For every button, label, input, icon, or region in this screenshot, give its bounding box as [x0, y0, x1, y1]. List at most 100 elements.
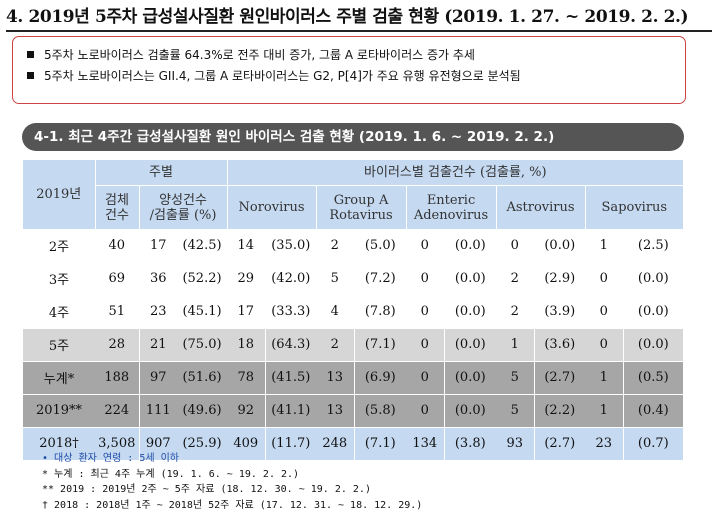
table-cell: 0 — [406, 361, 445, 395]
table-cell: 0 — [406, 229, 445, 263]
table-cell: (0.0) — [443, 328, 497, 362]
table-cell: (49.6) — [177, 394, 228, 428]
row-label: 누계* — [23, 361, 95, 395]
table-cell: (64.3) — [264, 328, 317, 362]
header-positive: 양성건수/검출률 (%) — [138, 185, 228, 229]
summary-text: 5주차 노로바이러스는 GII.4, 그룹 A 로타바이러스는 G2, P[4]… — [44, 69, 521, 83]
header-specimens: 검체 건수 — [94, 185, 139, 229]
table-cell: (41.1) — [264, 394, 317, 428]
square-bullet-icon — [27, 72, 34, 79]
footnotes: • 대상 환자 연령 : 5세 이하 * 누계 : 최근 4주 누계 (19. … — [42, 451, 682, 513]
header-year: 2019년 — [23, 160, 95, 229]
table-cell: 3,508 — [95, 427, 139, 461]
table-cell: 0 — [406, 262, 445, 296]
table-cell: 5 — [316, 262, 355, 296]
table-cell: 0 — [406, 394, 445, 428]
table-cell: (7.1) — [353, 427, 407, 461]
footnote-age: • 대상 환자 연령 : 5세 이하 — [42, 453, 179, 464]
table-cell: (25.9) — [177, 427, 228, 461]
table-cell: 51 — [95, 295, 139, 329]
table-cell: 2 — [496, 262, 535, 296]
table-cell: (0.0) — [443, 295, 497, 329]
table-cell: 134 — [406, 427, 445, 461]
table-cell: 2 — [496, 295, 535, 329]
table-cell: (35.0) — [264, 229, 317, 263]
footnote-cumulative: * 누계 : 최근 4주 누계 (19. 1. 6. ~ 19. 2. 2.) — [42, 468, 300, 480]
row-label: 3주 — [23, 262, 95, 296]
table-cell: 40 — [95, 229, 139, 263]
table-row: 2018† 3,508 907 (25.9) 409 (11.7) 248 (7.1) 134(… — [23, 427, 684, 461]
table-cell: (0.0) — [443, 229, 497, 263]
table-cell: 0 — [406, 328, 445, 362]
table-row: 2019** 224 111 (49.6) 92 (41.1) 13 (5.8) 0 (0.0) 5… — [23, 394, 684, 428]
table-cell: 97 — [138, 361, 177, 395]
table-cell: 2 — [316, 328, 355, 362]
table-cell: 0 — [585, 328, 624, 362]
summary-item: 5주차 노로바이러스는 GII.4, 그룹 A 로타바이러스는 G2, P[4]… — [27, 67, 685, 85]
footnote-2018: † 2018 : 2018년 1주 ~ 2018년 52주 자료 (17. 12… — [42, 499, 423, 511]
table-row: 누계* 188 97 (51.6) 78 (41.5) 13 (6.9) 0 (0.0) 5 (2.7… — [23, 361, 684, 395]
table-cell: (0.7) — [622, 427, 684, 461]
table-cell: (3.8) — [443, 427, 497, 461]
table-cell: 21 — [138, 328, 177, 362]
table-cell: (7.2) — [353, 262, 407, 296]
table-cell: (41.5) — [264, 361, 317, 395]
row-label: 4주 — [23, 295, 95, 329]
table-cell: 1 — [585, 394, 624, 428]
table-cell: 29 — [227, 262, 266, 296]
summary-item: 5주차 노로바이러스 검출률 64.3%로 전주 대비 증가, 그룹 A 로타바… — [27, 46, 685, 64]
table-cell: 5 — [496, 394, 535, 428]
table-cell: (52.2) — [177, 262, 228, 296]
table-cell: (0.0) — [443, 361, 497, 395]
table-cell: (2.2) — [533, 394, 586, 428]
table-cell: (2.7) — [533, 361, 586, 395]
table-cell: (0.5) — [622, 361, 684, 395]
table-cell: 907 — [138, 427, 177, 461]
table-cell: (0.0) — [533, 229, 586, 263]
table-cell: (5.0) — [353, 229, 407, 263]
header-astrovirus: Astrovirus — [495, 185, 586, 229]
table-cell: (5.8) — [353, 394, 407, 428]
table-cell: 92 — [227, 394, 266, 428]
table-cell: (7.1) — [353, 328, 407, 362]
square-bullet-icon — [27, 51, 34, 58]
table-cell: 0 — [585, 295, 624, 329]
table-cell: 17 — [227, 295, 266, 329]
footnote-2019: ** 2019 : 2019년 2주 ~ 5주 자료 (18. 12. 30. … — [42, 484, 371, 495]
table-cell: (0.0) — [622, 328, 684, 362]
table-cell: 111 — [138, 394, 177, 428]
page-title: 4. 2019년 5주차 급성설사질환 원인바이러스 주별 검출 현황 (201… — [6, 4, 712, 32]
table-cell: 69 — [95, 262, 139, 296]
table-cell: (3.9) — [533, 295, 586, 329]
table-cell: 1 — [585, 361, 624, 395]
table-cell: (2.9) — [533, 262, 586, 296]
table-cell: (75.0) — [177, 328, 228, 362]
table-cell: 224 — [95, 394, 139, 428]
table-body: 2주 40 17 (42.5) 14 (35.0) 2 (5.0) 0 (0.0) 0 (0.0) 1(… — [23, 229, 684, 461]
table-cell: (2.5) — [622, 229, 684, 263]
table-cell: 23 — [585, 427, 624, 461]
table-row: 4주 51 23 (45.1) 17 (33.3) 4 (7.8) 0 (0.0) 2 (3.9) 0(… — [23, 295, 684, 329]
virus-detection-table: 2019년 주별 바이러스별 검출건수 (검출률, %) 검체 건수 양성건수/검… — [23, 160, 684, 461]
table-cell: (0.0) — [622, 262, 684, 296]
table-cell: 0 — [406, 295, 445, 329]
table-cell: 78 — [227, 361, 266, 395]
header-weekly: 주별 — [94, 160, 228, 186]
table-cell: (51.6) — [177, 361, 228, 395]
table-cell: 17 — [138, 229, 177, 263]
table-cell: 4 — [316, 295, 355, 329]
table-cell: 409 — [227, 427, 266, 461]
header-norovirus: Norovirus — [226, 185, 317, 229]
table-cell: 0 — [496, 229, 535, 263]
summary-text: 5주차 노로바이러스 검출률 64.3%로 전주 대비 증가, 그룹 A 로타바… — [44, 48, 475, 62]
table-cell: (3.6) — [533, 328, 586, 362]
table-row: 3주 69 36 (52.2) 29 (42.0) 5 (7.2) 0 (0.0) 2 (2.9) 0(… — [23, 262, 684, 296]
table-cell: (0.0) — [622, 295, 684, 329]
table-row: 5주 28 21 (75.0) 18 (64.3) 2 (7.1) 0 (0.0) 1 (3.6) 0(… — [23, 328, 684, 362]
table-cell: 2 — [316, 229, 355, 263]
table-cell: 248 — [316, 427, 355, 461]
section-title: 4-1. 최근 4주간 급성설사질환 원인 바이러스 검출 현황 (2019. … — [22, 123, 684, 151]
table-header: 2019년 주별 바이러스별 검출건수 (검출률, %) 검체 건수 양성건수/검… — [23, 160, 684, 229]
table-cell: (33.3) — [264, 295, 317, 329]
table-cell: (45.1) — [177, 295, 228, 329]
